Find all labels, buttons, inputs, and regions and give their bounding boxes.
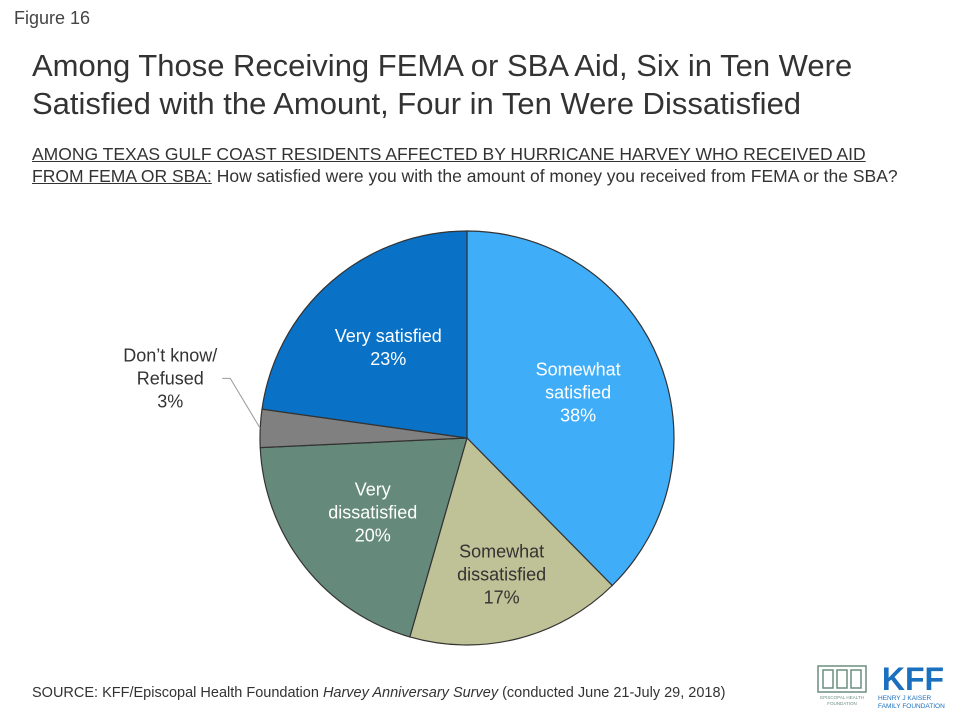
kff-logo: KFF HENRY J KAISER FAMILY FOUNDATION	[878, 661, 945, 710]
kff-mark: KFF	[882, 661, 944, 697]
slice-category-label-somewhat-dissatisfied: dissatisfied	[457, 564, 546, 584]
ehf-line1: EPISCOPAL HEALTH	[820, 695, 864, 700]
source-survey: Harvey Anniversary Survey	[322, 685, 499, 701]
slice-value-label-very-satisfied: 23%	[370, 349, 406, 369]
subtitle-lead: AMONG TEXAS GULF COAST RESIDENTS AFFECTE…	[32, 144, 866, 186]
slice-category-label-somewhat-dissatisfied: Somewhat	[459, 541, 544, 561]
pie-slice-very-satisfied	[261, 230, 468, 439]
figure-label: Figure 16	[14, 8, 91, 28]
chart-subtitle: AMONG TEXAS GULF COAST RESIDENTS AFFECTE…	[32, 143, 912, 187]
pie-slice-somewhat-satisfied	[466, 230, 675, 587]
slice-category-label-somewhat-satisfied: Somewhat	[536, 359, 621, 379]
source-suffix: (conducted June 21-July 29, 2018)	[498, 685, 726, 701]
ehf-line2: FOUNDATION	[827, 701, 856, 706]
slice-value-label-don-t-know-refused: 3%	[157, 391, 183, 411]
slice-category-label-very-dissatisfied: dissatisfied	[328, 502, 417, 522]
slice-value-label-somewhat-dissatisfied: 17%	[484, 587, 520, 607]
slice-category-label-don-t-know-refused: Refused	[137, 368, 204, 388]
pie-slice-somewhat-dissatisfied	[409, 436, 614, 646]
slice-category-label-somewhat-satisfied: satisfied	[545, 382, 611, 402]
kff-line1: HENRY J KAISER	[878, 695, 932, 702]
slice-category-label-don-t-know-refused: Don’t know/	[123, 345, 217, 365]
chart-title: Among Those Receiving FEMA or SBA Aid, S…	[32, 48, 853, 121]
slice-category-label-very-dissatisfied: Very	[355, 479, 391, 499]
slice-value-label-very-dissatisfied: 20%	[355, 525, 391, 545]
leader-line-don-t-know-refused	[222, 377, 261, 429]
ehf-logo: EPISCOPAL HEALTH FOUNDATION	[817, 665, 867, 706]
pie-slice-very-dissatisfied	[259, 437, 468, 638]
source-prefix: SOURCE: KFF/Episcopal Health Foundation	[32, 685, 323, 701]
kff-line2: FAMILY FOUNDATION	[878, 703, 945, 710]
slice-category-label-very-satisfied: Very satisfied	[335, 326, 442, 346]
source-note: SOURCE: KFF/Episcopal Health Foundation …	[32, 685, 725, 701]
slice-value-label-somewhat-satisfied: 38%	[560, 405, 596, 425]
subtitle-question: How satisfied were you with the amount o…	[211, 166, 898, 186]
